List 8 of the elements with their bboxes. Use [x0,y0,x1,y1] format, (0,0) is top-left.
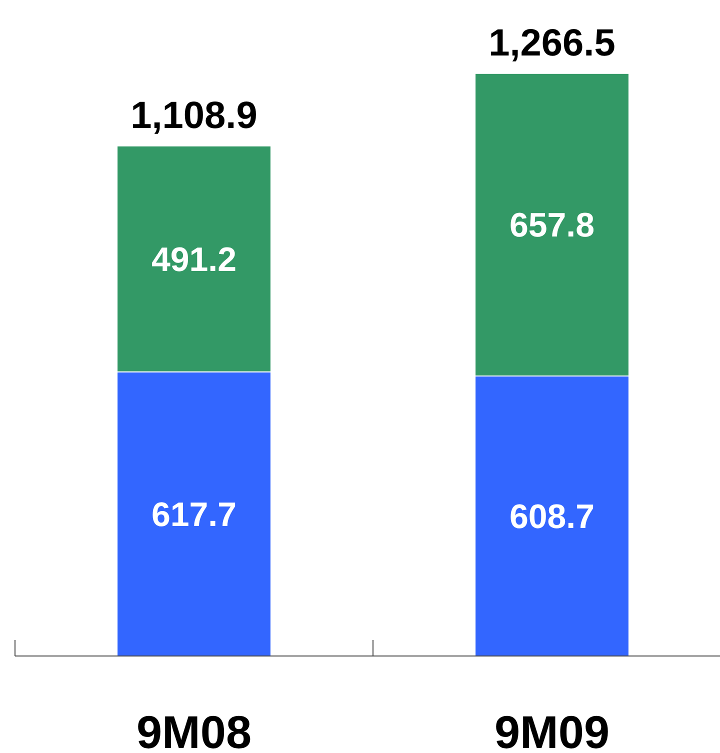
data-label: 657.8 [509,206,595,245]
x-tick-label: 9M08 [136,706,252,753]
total-label: 1,108.9 [130,94,258,137]
x-tick-label: 9M09 [494,706,610,753]
data-label: 617.7 [151,496,237,534]
data-label: 491.2 [151,240,237,279]
data-label: 608.7 [509,498,595,536]
total-label: 1,266.5 [488,22,616,64]
